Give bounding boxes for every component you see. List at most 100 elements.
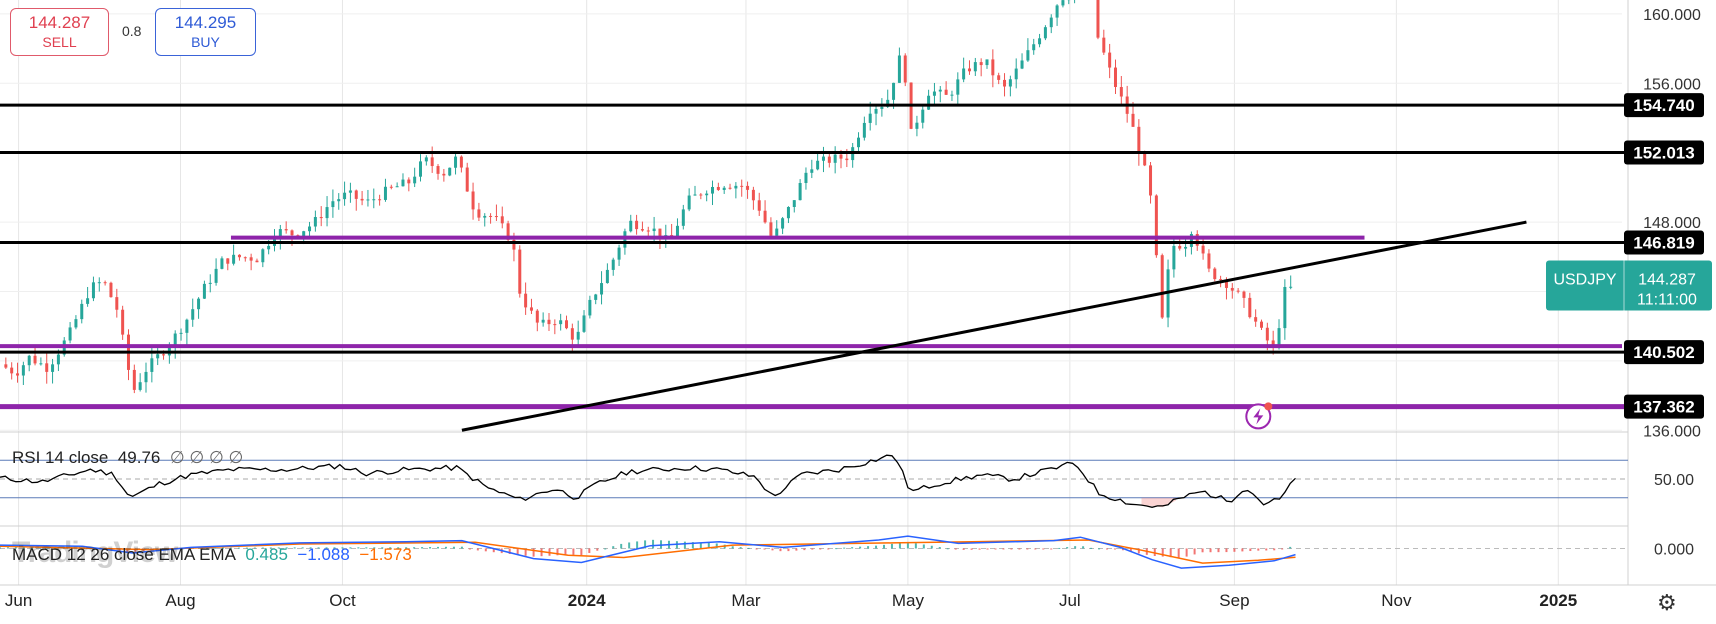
candle-down [699,194,703,196]
candle-down [565,320,569,329]
macd-histogram-bar [1034,548,1037,550]
candle-down [389,186,393,188]
macd-signal-value: −1.573 [359,545,412,564]
candle-down [1003,79,1007,87]
macd-histogram-bar [827,548,830,550]
current-price-tag [1546,260,1712,311]
macd-histogram-bar [628,542,631,549]
candle-up [51,364,55,372]
macd-histogram-bar [890,543,893,549]
macd-histogram-bar [731,546,734,549]
candle-up [892,82,896,100]
macd-histogram-bar [309,547,312,549]
time-tick-label: Mar [731,591,761,610]
price-tick-label: 148.000 [1643,215,1701,232]
macd-histogram-bar [1265,548,1268,551]
candle-up [448,167,452,176]
macd-histogram-bar [747,547,750,549]
candle-up [91,282,95,299]
macd-legend[interactable]: MACD 12 26 close EMA EMA 0.485 −1.088 −1… [12,545,412,565]
candle-up [337,199,341,202]
candle-down [1201,245,1205,254]
macd-histogram-bar [1002,548,1005,550]
candle-down [319,217,323,219]
macd-histogram-bar [1217,548,1220,553]
candle-up [74,319,78,328]
macd-histogram-bar [1113,548,1116,550]
candle-down [255,260,259,263]
candle-up [27,355,31,366]
macd-histogram-bar [1241,548,1244,552]
candle-down [132,369,136,390]
candle-up [80,303,84,320]
candle-up [150,358,154,372]
macd-histogram-bar [1121,548,1124,551]
candle-down [845,158,849,161]
candle-down [33,355,37,364]
candle-down [1108,52,1112,68]
macd-histogram-bar [214,547,217,549]
macd-histogram-bar [898,542,901,549]
candle-up [1289,286,1293,288]
time-tick-label: Nov [1381,591,1412,610]
candle-down [103,282,107,284]
macd-histogram-bar [604,548,607,550]
candle-up [1020,60,1024,69]
candle-up [611,259,615,270]
candle-up [418,161,422,177]
macd-histogram-bar [6,547,9,549]
candle-up [1189,234,1193,247]
settings-gear-icon[interactable]: ⚙ [1657,590,1677,615]
candle-up [1008,79,1012,87]
candle-up [857,137,861,148]
candle-up [810,169,814,173]
candle-up [383,186,387,200]
buy-button[interactable]: 144.295 BUY [155,8,256,56]
macd-histogram-bar [540,548,543,557]
candle-down [115,297,119,310]
macd-histogram-bar [715,543,718,549]
candle-up [862,122,866,138]
macd-histogram-bar [397,547,400,549]
macd-histogram-bar [835,548,838,550]
candle-down [740,185,744,187]
macd-histogram-bar [1233,548,1236,552]
macd-histogram-bar [620,543,623,549]
candle-down [903,55,907,83]
candle-down [716,186,720,190]
candle-down [1102,37,1106,53]
candle-up [138,382,142,390]
macd-histogram-bar [1289,546,1292,549]
candle-up [886,99,890,107]
macd-histogram-bar [914,543,917,549]
candle-down [763,210,767,223]
candle-up [1032,44,1036,51]
macd-histogram-bar [1249,548,1252,552]
candle-down [465,167,469,192]
candle-up [208,282,212,284]
sell-button[interactable]: 144.287 SELL [10,8,109,56]
candle-up [792,200,796,208]
candle-up [605,269,609,284]
macd-histogram-bar [1026,548,1029,550]
candle-down [1230,287,1234,291]
candle-up [348,190,352,193]
candle-down [430,157,434,167]
candle-up [1026,50,1030,61]
candle-up [1061,0,1065,6]
candle-up [267,245,271,250]
macd-histogram-bar [221,547,224,549]
rsi-legend[interactable]: RSI 14 close 49.76 ∅ ∅ ∅ ∅ [12,448,243,468]
candle-up [214,268,218,283]
candle-up [711,186,715,194]
candle-down [477,209,481,218]
macd-histogram-bar [508,548,511,554]
candle-down [360,198,364,201]
macd-histogram-bar [325,547,328,549]
macd-histogram-bar [699,542,702,549]
rsi-line [0,454,1296,508]
candle-up [798,183,802,201]
macd-histogram-bar [1105,548,1108,550]
grid [0,0,1716,586]
